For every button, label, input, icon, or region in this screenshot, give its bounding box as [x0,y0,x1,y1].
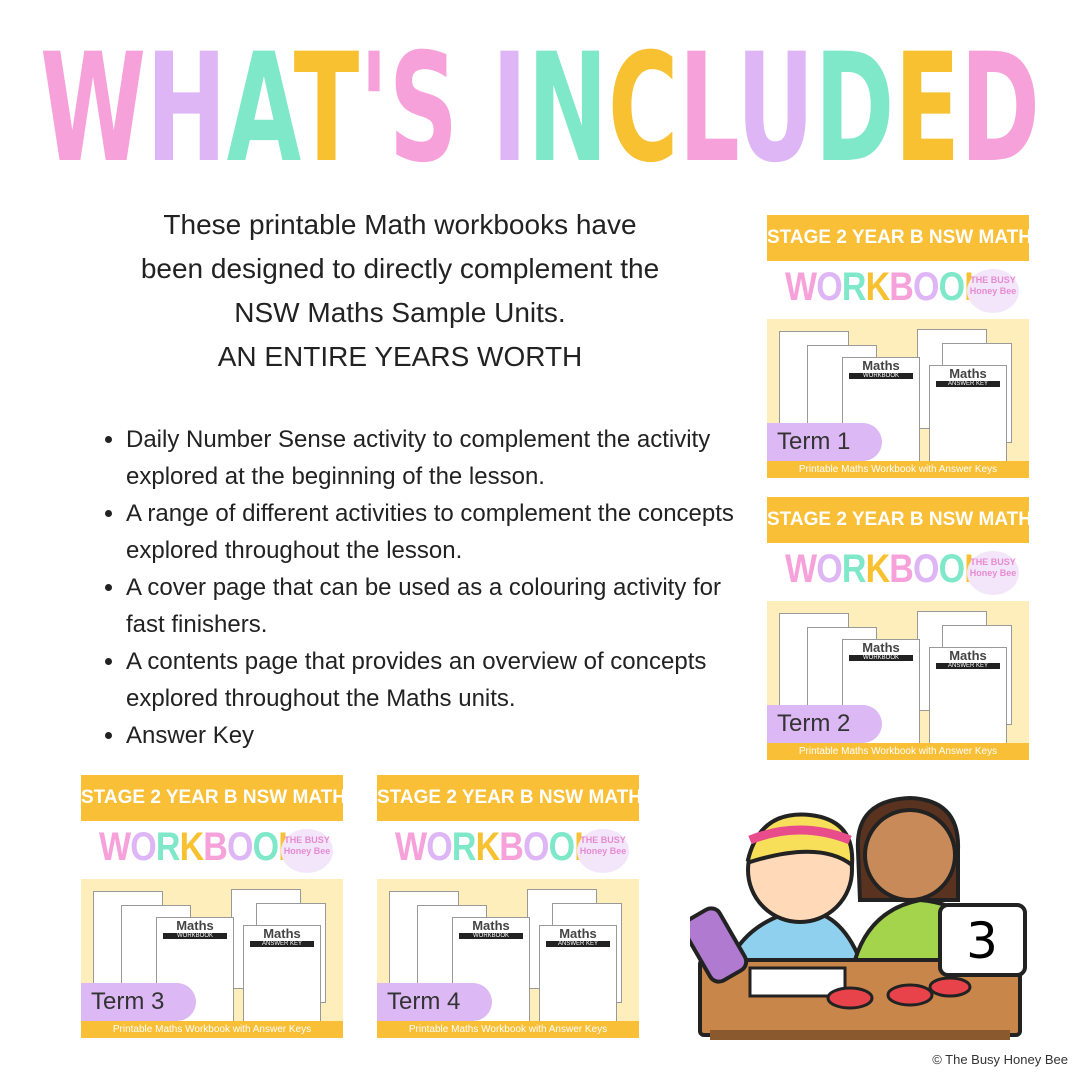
cover-subtitle: WORKBOOK [849,373,913,379]
key-page: Maths ANSWER KEY [243,925,321,1033]
card-title: WORKBOOK [395,825,599,869]
card-footer: Printable Maths Workbook with Answer Key… [81,1021,343,1038]
logo: THE BUSY Honey Bee [281,829,333,873]
intro-line: These printable Math workbooks have [163,209,637,240]
illustration-number: 3 [966,912,998,970]
cover-title: Maths [862,640,900,655]
key-page: Maths ANSWER KEY [929,365,1007,473]
key-title: Maths [949,648,987,663]
card-header: STAGE 2 YEAR B NSW MATHS [81,775,343,821]
title: WHAT'S INCLUDED [40,22,1040,196]
card-preview: Maths WORKBOOK Maths ANSWER KEY [767,319,1029,478]
bullet-list: Daily Number Sense activity to complemen… [100,421,746,754]
term-label: Term 2 [767,705,882,743]
card-footer: Printable Maths Workbook with Answer Key… [767,743,1029,760]
key-subtitle: ANSWER KEY [250,941,314,947]
cover-page: Maths WORKBOOK [842,639,920,751]
cover-subtitle: WORKBOOK [163,933,227,939]
intro-line: NSW Maths Sample Units. [234,297,566,328]
bullet: A range of different activities to compl… [126,495,746,569]
workbook-card: STAGE 2 YEAR B NSW MATHSWORKBOOKTHE BUSY… [81,775,343,1038]
card-footer: Printable Maths Workbook with Answer Key… [377,1021,639,1038]
key-subtitle: ANSWER KEY [936,663,1000,669]
term-label: Term 1 [767,423,882,461]
bullet: Answer Key [126,717,746,754]
card-header: STAGE 2 YEAR B NSW MATHS [377,775,639,821]
illustration: 3 [690,795,1027,1040]
intro-line: AN ENTIRE YEARS WORTH [217,341,583,372]
card-footer: Printable Maths Workbook with Answer Key… [767,461,1029,478]
intro: These printable Math workbooks have been … [60,203,740,379]
key-subtitle: ANSWER KEY [546,941,610,947]
copyright: © The Busy Honey Bee [932,1052,1068,1067]
key-title: Maths [263,926,301,941]
logo: THE BUSY Honey Bee [577,829,629,873]
cover-subtitle: WORKBOOK [849,655,913,661]
card-title: WORKBOOK [785,265,989,309]
workbook-card: STAGE 2 YEAR B NSW MATHSWORKBOOKTHE BUSY… [377,775,639,1038]
cover-title: Maths [472,918,510,933]
workbook-card: STAGE 2 YEAR B NSW MATHSWORKBOOKTHE BUSY… [767,497,1029,760]
workbook-card: STAGE 2 YEAR B NSW MATHSWORKBOOKTHE BUSY… [767,215,1029,478]
key-subtitle: ANSWER KEY [936,381,1000,387]
card-header: STAGE 2 YEAR B NSW MATHS [767,215,1029,261]
key-title: Maths [949,366,987,381]
key-page: Maths ANSWER KEY [539,925,617,1033]
logo: THE BUSY Honey Bee [967,551,1019,595]
key-title: Maths [559,926,597,941]
title-area: WHAT'S INCLUDED [40,22,1040,196]
cover-title: Maths [176,918,214,933]
card-header: STAGE 2 YEAR B NSW MATHS [767,497,1029,543]
card-title: WORKBOOK [785,547,989,591]
bullet: A cover page that can be used as a colou… [126,569,746,643]
intro-line: been designed to directly complement the [140,253,660,284]
card-title: WORKBOOK [99,825,303,869]
term-label: Term 3 [81,983,196,1021]
cover-title: Maths [862,358,900,373]
key-page: Maths ANSWER KEY [929,647,1007,755]
bullet: A contents page that provides an overvie… [126,643,746,717]
bullet: Daily Number Sense activity to complemen… [126,421,746,495]
logo: THE BUSY Honey Bee [967,269,1019,313]
term-label: Term 4 [377,983,492,1021]
cover-subtitle: WORKBOOK [459,933,523,939]
